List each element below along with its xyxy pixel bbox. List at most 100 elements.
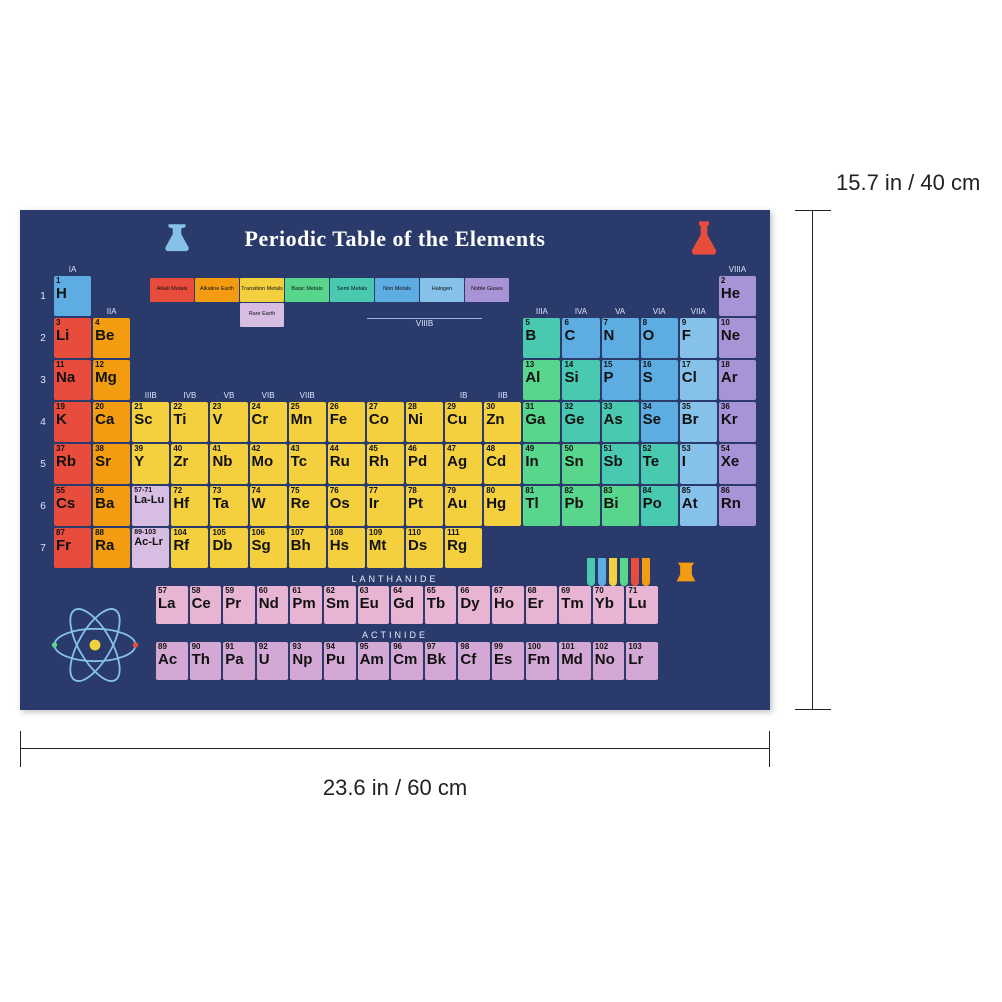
element-db: 105Db bbox=[210, 528, 247, 568]
element-se: 34Se bbox=[641, 402, 678, 442]
group-label: VIA bbox=[641, 276, 678, 316]
element-es: 99Es bbox=[492, 642, 524, 680]
element-ta: 73Ta bbox=[210, 486, 247, 526]
element-co: 27Co bbox=[367, 402, 404, 442]
element-gd: 64Gd bbox=[391, 586, 423, 624]
element-rb: 37Rb bbox=[54, 444, 91, 484]
element-kr: 36Kr bbox=[719, 402, 756, 442]
element-w: 74W bbox=[250, 486, 287, 526]
element-bk: 97Bk bbox=[425, 642, 457, 680]
group-label: IIB bbox=[484, 360, 521, 400]
actinide-title: ACTINIDE bbox=[34, 630, 756, 640]
element-as: 33As bbox=[602, 402, 639, 442]
element-tl: 81Tl bbox=[523, 486, 560, 526]
element-ir: 77Ir bbox=[367, 486, 404, 526]
element-hg: 80Hg bbox=[484, 486, 521, 526]
element-ag: 47Ag bbox=[445, 444, 482, 484]
element-xe: 54Xe bbox=[719, 444, 756, 484]
group-label bbox=[328, 360, 365, 400]
group-label: VIIIA bbox=[719, 258, 756, 274]
element-eu: 63Eu bbox=[358, 586, 390, 624]
width-dimension: 23.6 in / 60 cm bbox=[20, 748, 770, 801]
group-label: IVA bbox=[562, 276, 599, 316]
period-label: 7 bbox=[34, 528, 52, 568]
element-md: 101Md bbox=[559, 642, 591, 680]
element-br: 35Br bbox=[680, 402, 717, 442]
group-label: IIIA bbox=[523, 276, 560, 316]
test-tubes-icon bbox=[587, 558, 650, 586]
element-nb: 41Nb bbox=[210, 444, 247, 484]
element-na: 11Na bbox=[54, 360, 91, 400]
element-al: 13Al bbox=[523, 360, 560, 400]
element-la-lu: 57-71La-Lu bbox=[132, 486, 169, 526]
width-label: 23.6 in / 60 cm bbox=[20, 775, 770, 801]
element-pr: 59Pr bbox=[223, 586, 255, 624]
element-mo: 42Mo bbox=[250, 444, 287, 484]
element-rh: 45Rh bbox=[367, 444, 404, 484]
group-label: IA bbox=[54, 258, 91, 274]
actinide-row: 89Ac90Th91Pa92U93Np94Pu95Am96Cm97Bk98Cf9… bbox=[156, 642, 658, 680]
element-lu: 71Lu bbox=[626, 586, 658, 624]
element-ca: 20Ca bbox=[93, 402, 130, 442]
element-zn: 30Zn bbox=[484, 402, 521, 442]
element-si: 14Si bbox=[562, 360, 599, 400]
element-h: 1H bbox=[54, 276, 91, 316]
element-p: 15P bbox=[602, 360, 639, 400]
element-he: 2He bbox=[719, 276, 756, 316]
group-label bbox=[367, 360, 404, 400]
element-te: 52Te bbox=[641, 444, 678, 484]
group-label: IB bbox=[445, 360, 482, 400]
element-fm: 100Fm bbox=[526, 642, 558, 680]
element-b: 5B bbox=[523, 318, 560, 358]
element-sm: 62Sm bbox=[324, 586, 356, 624]
element-s: 16S bbox=[641, 360, 678, 400]
element-rn: 86Rn bbox=[719, 486, 756, 526]
period-label: 2 bbox=[34, 318, 52, 358]
element-np: 93Np bbox=[290, 642, 322, 680]
element-au: 79Au bbox=[445, 486, 482, 526]
element-th: 90Th bbox=[190, 642, 222, 680]
element-sr: 38Sr bbox=[93, 444, 130, 484]
height-label: 15.7 in / 40 cm bbox=[836, 170, 980, 196]
element-y: 39Y bbox=[132, 444, 169, 484]
period-label: 3 bbox=[34, 360, 52, 400]
small-beaker-icon bbox=[672, 558, 700, 586]
element-tb: 65Tb bbox=[425, 586, 457, 624]
element-v: 23V bbox=[210, 402, 247, 442]
element-ba: 56Ba bbox=[93, 486, 130, 526]
element-pa: 91Pa bbox=[223, 642, 255, 680]
element-ds: 110Ds bbox=[406, 528, 443, 568]
group-label bbox=[406, 360, 443, 400]
element-pt: 78Pt bbox=[406, 486, 443, 526]
element-ra: 88Ra bbox=[93, 528, 130, 568]
element-mn: 25Mn bbox=[289, 402, 326, 442]
legend-halogen: Halogen bbox=[420, 278, 464, 302]
element-mg: 12Mg bbox=[93, 360, 130, 400]
element-cd: 48Cd bbox=[484, 444, 521, 484]
element-li: 3Li bbox=[54, 318, 91, 358]
element-cf: 98Cf bbox=[458, 642, 490, 680]
element-yb: 70Yb bbox=[593, 586, 625, 624]
element-sc: 21Sc bbox=[132, 402, 169, 442]
atom-icon bbox=[50, 600, 140, 690]
poster-title: Periodic Table of the Elements bbox=[34, 226, 756, 252]
element-pb: 82Pb bbox=[562, 486, 599, 526]
legend-nonmetal: Non Metals bbox=[375, 278, 419, 302]
element-sn: 50Sn bbox=[562, 444, 599, 484]
element-c: 6C bbox=[562, 318, 599, 358]
group-label: IVB bbox=[171, 360, 208, 400]
element-ru: 44Ru bbox=[328, 444, 365, 484]
element-cm: 96Cm bbox=[391, 642, 423, 680]
element-bh: 107Bh bbox=[289, 528, 326, 568]
element-er: 68Er bbox=[526, 586, 558, 624]
height-dimension: 15.7 in / 40 cm bbox=[800, 210, 813, 710]
element-f: 9F bbox=[680, 318, 717, 358]
element-sg: 106Sg bbox=[250, 528, 287, 568]
element-ni: 28Ni bbox=[406, 402, 443, 442]
element-nd: 60Nd bbox=[257, 586, 289, 624]
group-label: VB bbox=[210, 360, 247, 400]
period-label: 4 bbox=[34, 402, 52, 442]
legend-transition: Transition Metals bbox=[240, 278, 284, 302]
element-os: 76Os bbox=[328, 486, 365, 526]
element-pu: 94Pu bbox=[324, 642, 356, 680]
